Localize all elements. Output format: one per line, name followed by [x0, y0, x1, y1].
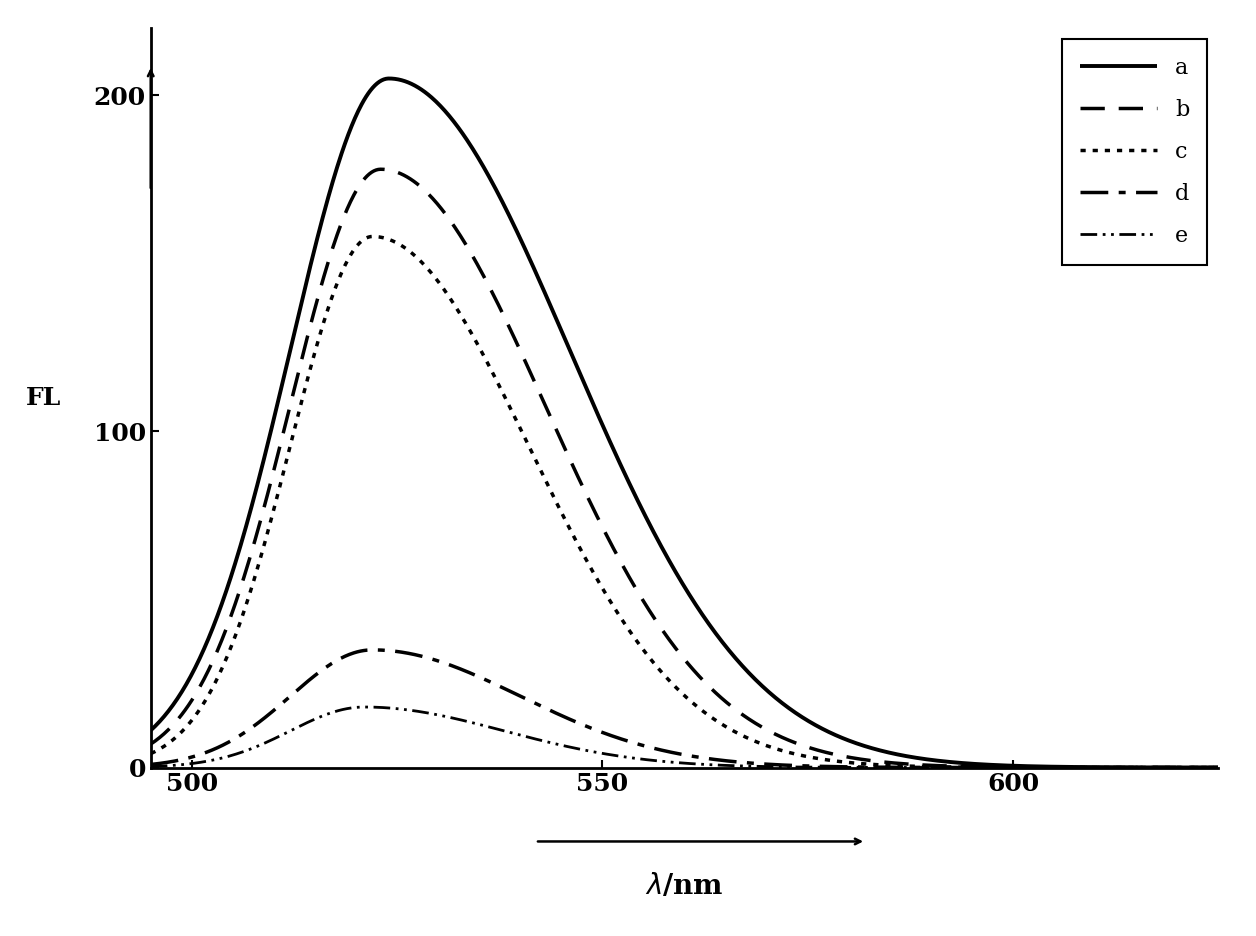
- Text: $\lambda$/nm: $\lambda$/nm: [646, 871, 723, 899]
- Legend: a, b, c, d, e: a, b, c, d, e: [1061, 39, 1207, 265]
- Text: FL: FL: [26, 386, 62, 410]
